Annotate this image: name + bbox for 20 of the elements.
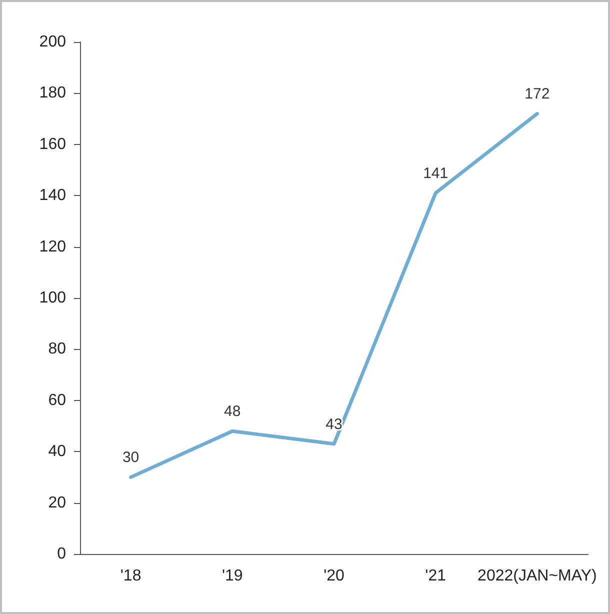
y-tick-label: 40	[48, 443, 66, 460]
data-label: 141	[423, 165, 448, 182]
x-tick-label: '19	[222, 568, 243, 584]
y-tick-label: 80	[48, 340, 66, 358]
data-label: 30	[122, 449, 140, 466]
y-tick-label: 180	[39, 84, 66, 102]
data-label: 48	[224, 403, 241, 420]
y-tick-label: 200	[39, 34, 66, 50]
y-tick-label: 20	[48, 494, 66, 512]
y-tick-label: 120	[39, 238, 66, 256]
x-tick-label: '21	[425, 568, 446, 584]
y-tick-label: 100	[39, 290, 66, 306]
y-tick-label: 160	[39, 136, 66, 153]
y-tick-label: 0	[57, 546, 66, 562]
y-tick-label: 140	[39, 187, 66, 204]
x-tick-label: '20	[324, 568, 345, 584]
data-label: 172	[524, 86, 550, 103]
y-tick-label: 60	[48, 392, 66, 409]
x-tick-label: '18	[120, 568, 142, 584]
x-tick-label: 2022(JAN~MAY)	[478, 568, 597, 584]
